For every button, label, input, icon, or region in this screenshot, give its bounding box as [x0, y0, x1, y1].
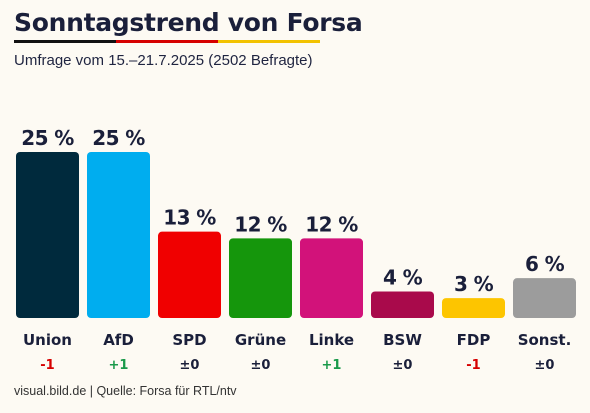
bar-sonst: [513, 278, 576, 318]
value-label-afd: 25 %: [92, 126, 145, 150]
bar-afd: [87, 152, 150, 318]
change-label-linke: +1: [322, 358, 342, 373]
category-label-linke: Linke: [309, 331, 354, 349]
bar-grüne: [229, 238, 292, 318]
value-label-sonst: 6 %: [525, 252, 565, 276]
bar-chart: 25 % Union -1 25 % AfD +1 13 % SPD ±0 12 % Grüne ±0…: [16, 126, 576, 373]
category-label-afd: AfD: [103, 331, 134, 349]
change-label-sonst: ±0: [535, 358, 555, 373]
bar-linke: [300, 238, 363, 318]
change-label-union: -1: [40, 358, 54, 373]
value-label-linke: 12 %: [305, 212, 358, 236]
category-label-sonst: Sonst.: [518, 331, 572, 349]
category-label-grüne: Grüne: [235, 331, 286, 349]
bar-spd: [158, 231, 221, 318]
bar-fdp: [442, 298, 505, 318]
category-label-spd: SPD: [172, 331, 206, 349]
source-footer: visual.bild.de | Quelle: Forsa für RTL/n…: [14, 384, 237, 398]
chart-subtitle: Umfrage vom 15.–21.7.2025 (2502 Befragte…: [14, 52, 313, 69]
change-label-spd: ±0: [180, 358, 200, 373]
change-label-grüne: ±0: [251, 358, 271, 373]
category-label-fdp: FDP: [457, 331, 491, 349]
value-label-grüne: 12 %: [234, 212, 287, 236]
change-label-fdp: -1: [466, 358, 480, 373]
value-label-bsw: 4 %: [383, 265, 423, 289]
value-label-fdp: 3 %: [454, 272, 494, 296]
title-underline: [14, 40, 320, 43]
change-label-afd: +1: [109, 358, 129, 373]
change-label-bsw: ±0: [393, 358, 413, 373]
bar-bsw: [371, 291, 434, 318]
bar-union: [16, 152, 79, 318]
value-label-union: 25 %: [21, 126, 74, 150]
category-label-union: Union: [23, 331, 72, 349]
value-label-spd: 13 %: [163, 206, 216, 230]
chart-title: Sonntagstrend von Forsa: [14, 8, 363, 37]
category-label-bsw: BSW: [383, 331, 422, 349]
